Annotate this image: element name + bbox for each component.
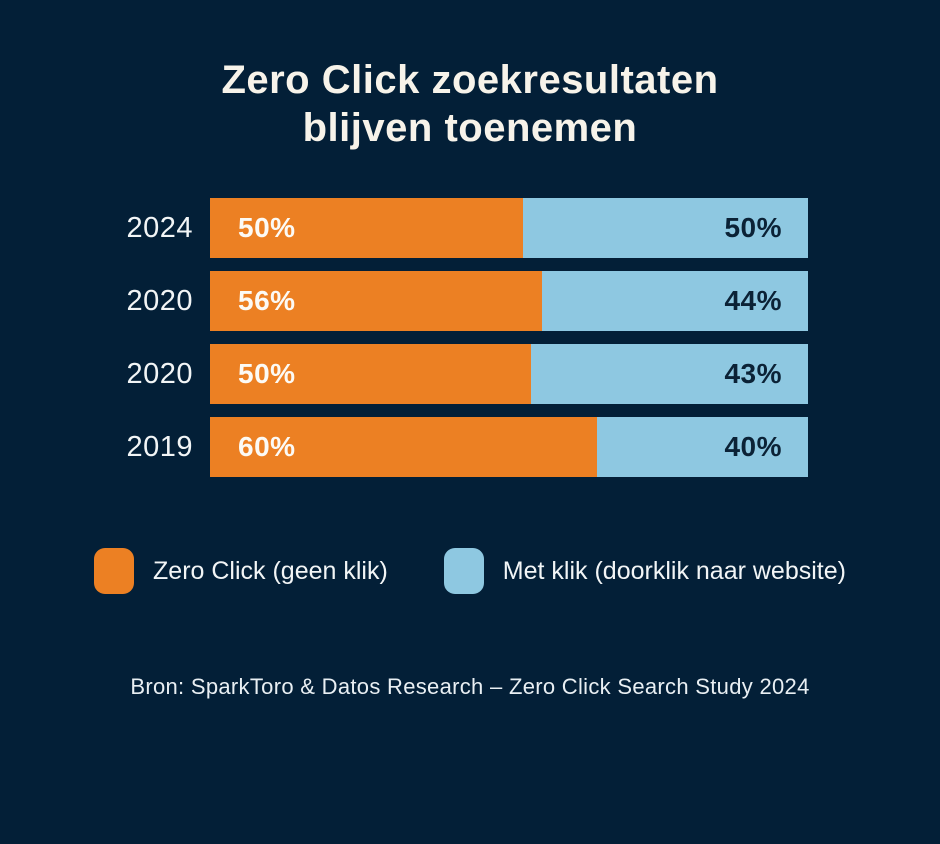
stacked-bar: 50% 43% (210, 344, 808, 404)
legend-swatch (94, 548, 135, 594)
year-label: 2024 (126, 211, 193, 244)
chart-title-line2: blijven toenemen (302, 106, 638, 150)
value-label: 50% (238, 358, 296, 389)
met-klik-segment: 43% (531, 344, 808, 404)
chart-row: 2024 50% 50% (0, 198, 940, 258)
bar-chart: 2024 50% 50% 2020 56% 44% 2020 50% 43% 2019 60% 40% (0, 198, 940, 477)
met-klik-segment: 50% (523, 198, 808, 258)
stacked-bar: 50% 50% (210, 198, 808, 258)
met-klik-segment: 40% (596, 417, 808, 477)
legend-item: Met klik (doorklik naar website) (443, 548, 846, 594)
zero-click-segment: 56% (210, 271, 542, 331)
legend: Zero Click (geen klik) Met klik (doorklik… (0, 548, 940, 594)
chart-title-line1: Zero Click zoekresultaten (221, 58, 719, 102)
met-klik-segment: 44% (541, 271, 808, 331)
value-label: 50% (238, 212, 296, 243)
value-label: 40% (724, 431, 782, 462)
value-label: 44% (724, 285, 782, 316)
legend-item: Zero Click (geen klik) (94, 548, 388, 594)
year-label: 2020 (126, 357, 193, 390)
stacked-bar: 56% 44% (210, 271, 808, 331)
zero-click-segment: 50% (210, 198, 524, 258)
zero-click-segment: 60% (210, 417, 597, 477)
value-label: 60% (238, 431, 296, 462)
year-label: 2019 (126, 430, 193, 463)
year-label: 2020 (126, 284, 193, 317)
chart-row: 2019 60% 40% (0, 417, 940, 477)
stacked-bar: 60% 40% (210, 417, 808, 477)
zero-click-segment: 50% (210, 344, 532, 404)
value-label: 43% (724, 358, 782, 389)
value-label: 50% (724, 212, 782, 243)
chart-row: 2020 50% 43% (0, 344, 940, 404)
source-caption: Bron: SparkToro & Datos Research – Zero … (130, 674, 810, 699)
legend-swatch (443, 548, 484, 594)
chart-title: Zero Click zoekresultaten blijven toenem… (0, 56, 940, 152)
legend-label: Met klik (doorklik naar website) (502, 556, 846, 585)
legend-label: Zero Click (geen klik) (153, 556, 388, 585)
chart-row: 2020 56% 44% (0, 271, 940, 331)
value-label: 56% (238, 285, 296, 316)
